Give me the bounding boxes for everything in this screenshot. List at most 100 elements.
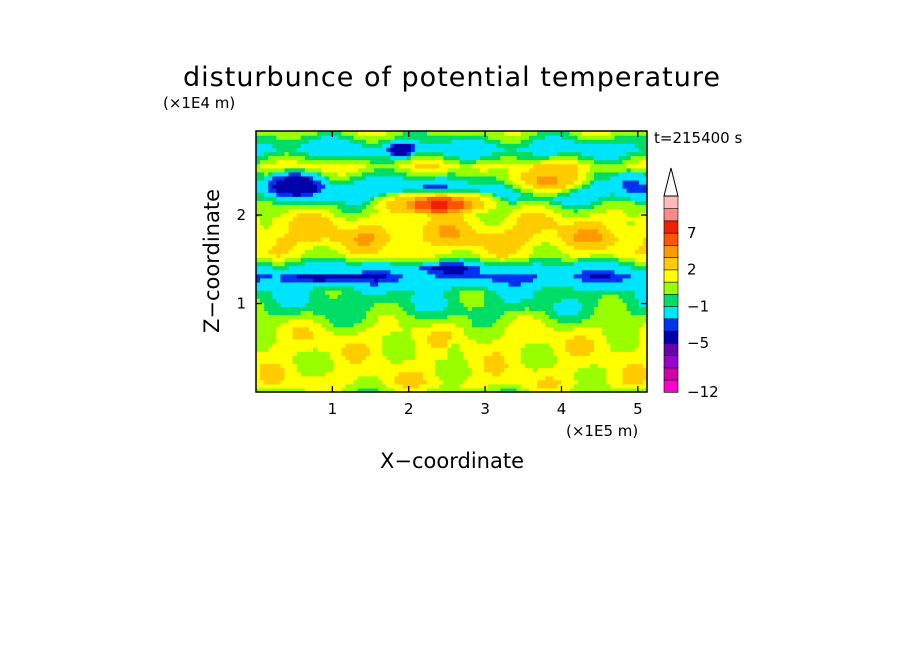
- contour-cell: [532, 285, 538, 291]
- contour-cell: [427, 179, 432, 185]
- contour-cell: [598, 257, 603, 263]
- contour-cell: [638, 318, 644, 324]
- chart-title: disturbunce of potential temperature: [183, 62, 721, 93]
- contour-cell: [459, 318, 465, 324]
- contour-cell: [361, 294, 367, 299]
- contour-cell: [577, 253, 583, 259]
- contour-cell: [532, 192, 538, 197]
- contour-cell: [467, 184, 473, 189]
- contour-cell: [512, 237, 518, 242]
- contour-cell: [512, 310, 518, 316]
- contour-cell: [329, 334, 334, 340]
- contour-cell: [598, 265, 603, 271]
- contour-cell: [496, 184, 501, 189]
- contour-cell: [598, 285, 603, 291]
- contour-cell: [569, 212, 575, 218]
- contour-cell: [451, 232, 457, 238]
- contour-cell: [537, 257, 542, 263]
- contour-cell: [496, 355, 501, 360]
- contour-cell: [626, 359, 632, 365]
- contour-cell: [394, 379, 400, 385]
- contour-cell: [398, 285, 404, 291]
- contour-cell: [630, 343, 636, 348]
- contour-cell: [537, 273, 542, 279]
- contour-cell: [268, 192, 273, 197]
- contour-cell: [321, 371, 326, 377]
- contour-cell: [357, 375, 363, 381]
- contour-cell: [492, 363, 497, 369]
- contour-cell: [524, 228, 530, 234]
- contour-cell: [308, 220, 314, 226]
- contour-cell: [357, 204, 363, 210]
- contour-cell: [569, 294, 575, 299]
- contour-cell: [520, 208, 526, 214]
- contour-cell: [488, 322, 493, 328]
- contour-cell: [296, 355, 302, 360]
- contour-cell: [365, 310, 371, 316]
- contour-cell: [329, 228, 334, 234]
- contour-cell: [520, 257, 526, 263]
- contour-cell: [606, 359, 611, 365]
- contour-cell: [532, 367, 538, 373]
- contour-cell: [569, 318, 575, 324]
- contour-cell: [414, 351, 420, 356]
- contour-cell: [374, 228, 379, 234]
- contour-cell: [467, 326, 473, 332]
- contour-cell: [622, 224, 628, 230]
- contour-cell: [467, 298, 473, 303]
- contour-cell: [374, 277, 379, 283]
- contour-cell: [361, 314, 367, 320]
- contour-cell: [573, 212, 579, 218]
- contour-cell: [296, 281, 302, 287]
- contour-cell: [431, 322, 436, 328]
- contour-cell: [557, 314, 563, 320]
- contour-cell: [308, 306, 314, 312]
- contour-cell: [569, 326, 575, 332]
- contour-cell: [594, 387, 599, 392]
- contour-cell: [581, 285, 587, 291]
- contour-cell: [626, 322, 632, 328]
- contour-cell: [365, 228, 371, 234]
- contour-cell: [272, 269, 277, 275]
- contour-cell: [435, 208, 440, 214]
- contour-cell: [402, 347, 408, 352]
- contour-cell: [345, 302, 351, 307]
- contour-cell: [345, 306, 351, 312]
- contour-cell: [272, 379, 277, 385]
- contour-cell: [353, 204, 359, 210]
- contour-cell: [382, 269, 387, 275]
- contour-cell: [402, 338, 408, 344]
- contour-cell: [264, 306, 269, 312]
- contour-cell: [349, 363, 355, 369]
- contour-cell: [500, 220, 506, 226]
- contour-cell: [370, 228, 375, 234]
- contour-cell: [573, 179, 579, 185]
- contour-cell: [329, 326, 334, 332]
- contour-cell: [353, 347, 359, 352]
- contour-cell: [264, 196, 269, 201]
- contour-cell: [304, 387, 310, 392]
- contour-cell: [480, 351, 485, 356]
- contour-cell: [508, 306, 514, 312]
- contour-cell: [329, 273, 334, 279]
- contour-cell: [480, 212, 485, 218]
- contour-cell: [321, 334, 326, 340]
- contour-cell: [313, 347, 318, 352]
- contour-cell: [467, 204, 473, 210]
- contour-cell: [610, 273, 616, 279]
- contour-cell: [589, 208, 595, 214]
- contour-cell: [308, 371, 314, 377]
- contour-cell: [512, 232, 518, 238]
- contour-cell: [492, 343, 497, 348]
- contour-cell: [541, 290, 546, 295]
- contour-cell: [594, 302, 599, 307]
- contour-cell: [561, 245, 567, 250]
- contour-cell: [353, 306, 359, 312]
- contour-cell: [321, 208, 326, 214]
- contour-cell: [439, 306, 444, 312]
- contour-cell: [480, 188, 485, 193]
- contour-cell: [276, 318, 282, 324]
- contour-cell: [402, 326, 408, 332]
- contour-cell: [467, 334, 473, 340]
- contour-cell: [488, 188, 493, 193]
